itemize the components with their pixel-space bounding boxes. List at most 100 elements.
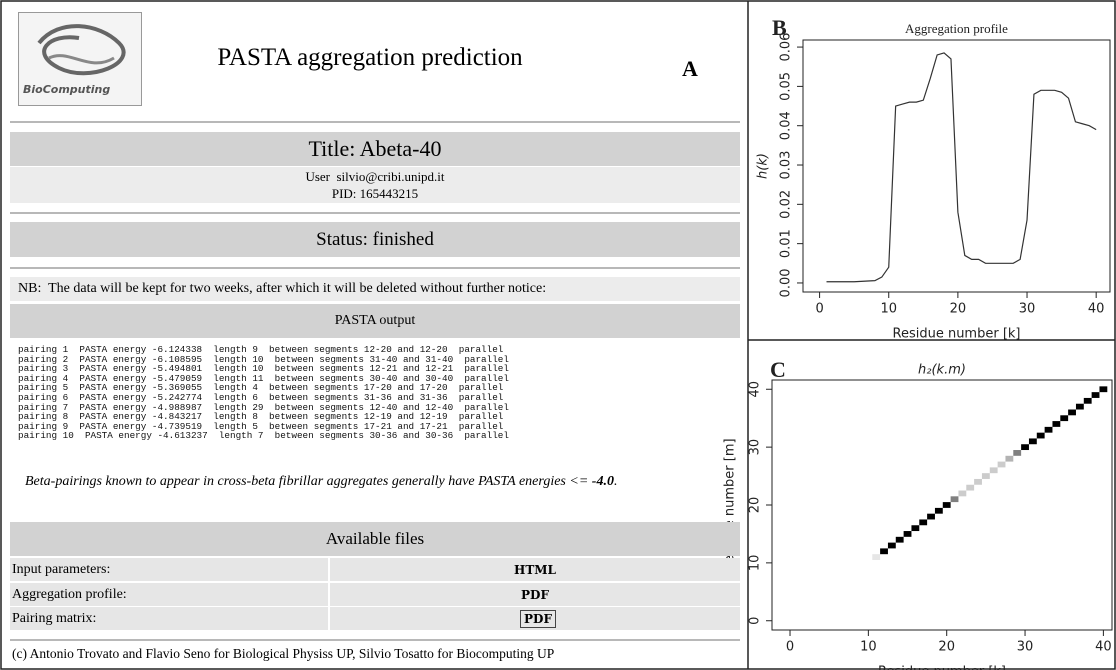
matrix-cell [989,467,998,474]
logo-ribbon [37,24,126,76]
job-info: User silvio@cribi.unipd.it PID: 16544321… [10,167,740,203]
logo-ribbon [48,54,115,65]
chart-title: h₂(k.m) [918,363,966,378]
status: Status: finished [10,222,740,257]
y-tick-label: 20 [748,497,763,514]
file-row: Input parameters: HTML [10,558,740,581]
output-line: pairing 7 PASTA energy -4.988987 length … [18,401,509,413]
output-line: pairing 9 PASTA energy -4.739519 length … [18,420,504,432]
column-divider [328,582,330,606]
panel-label: B [772,15,787,40]
x-axis-label: Residue number [k] [878,665,1006,670]
matrix-cell [942,502,951,508]
matrix-cell [895,536,904,543]
matrix-cell [1013,450,1022,456]
matrix-cell [997,461,1006,468]
matrix-cell [919,519,928,526]
file-link[interactable]: HTML [514,563,556,577]
x-tick-label: 30 [1017,640,1034,655]
matrix-cell [1060,415,1069,422]
column-divider [328,558,330,581]
files-header: Available files [10,522,740,556]
x-tick-label: 20 [938,640,955,655]
output-line: pairing 2 PASTA energy -6.108595 length … [18,353,509,365]
matrix-cell [1036,432,1045,439]
output-line: pairing 3 PASTA energy -5.494801 length … [18,363,509,375]
note-emphasis: -4.0 [591,474,614,489]
output-line: pairing 1 PASTA energy -6.124338 length … [18,344,504,355]
energy-note: Beta-pairings known to appear in cross-b… [18,458,617,490]
matrix-cell [872,554,881,560]
y-tick-label: 30 [748,439,763,456]
x-tick-label: 10 [880,302,897,317]
x-tick-label: 0 [815,302,823,317]
matrix-cell [880,548,888,555]
footer: (c) Antonio Trovato and Flavio Seno for … [12,646,555,661]
pid: PID: 165443215 [331,186,419,201]
file-name: Pairing matrix: [12,611,97,626]
separator [10,121,740,123]
matrix-cell [958,490,967,497]
job-title: Title: Abeta-40 [10,132,740,166]
y-tick-label: 0 [748,617,763,625]
matrix-cell [911,525,920,532]
logo-text: BioComputing [23,83,111,96]
matrix-cell [887,542,896,549]
page-heading: PASTA aggregation prediction [217,44,523,71]
y-tick-label: 0.05 [779,72,794,101]
notice: NB: The data will be kept for two weeks,… [10,277,740,301]
matrix-cell [903,531,912,537]
profile-line [826,52,1097,283]
matrix-cell [1075,403,1084,410]
matrix-cell [927,513,935,520]
pasta-output: pairing 1 PASTA energy -6.124338 length … [18,345,509,441]
logo-art [37,24,126,76]
file-name: Input parameters: [12,562,111,577]
x-tick-label: 0 [786,640,794,655]
note-text: Beta-pairings known to appear in cross-b… [25,474,592,489]
separator [10,639,740,641]
logo: BioComputing [18,12,142,106]
plot-frame [802,39,1111,293]
x-tick-label: 40 [1095,640,1112,655]
y-tick-label: 0.02 [779,190,794,219]
y-tick-label: 0.00 [779,268,794,297]
column-divider [328,607,330,630]
output-line: pairing 4 PASTA energy -5.479059 length … [18,372,509,384]
x-axis-label: Residue number [k] [893,327,1021,342]
x-tick-label: 10 [860,640,877,655]
note-end: . [613,474,618,489]
file-link[interactable]: PDF [520,610,556,628]
matrix-cell [1099,386,1108,393]
matrix-cell [1005,455,1014,462]
y-tick-label: 0.06 [779,33,794,62]
output-line: pairing 10 PASTA energy -4.613237 length… [18,430,509,442]
panel-label: C [770,357,786,382]
separator [10,212,740,214]
matrix-cell [981,473,990,479]
y-tick-label: 0.04 [779,111,794,140]
matrix-cell [1083,397,1092,404]
file-link[interactable]: PDF [521,587,549,602]
y-tick-label: 0.01 [779,229,794,258]
output-line: pairing 6 PASTA energy -5.242774 length … [18,391,504,403]
y-tick-label: 40 [748,381,763,398]
panel-label: A [682,56,698,81]
output-header: PASTA output [10,304,740,338]
matrix-cell [1068,409,1076,416]
y-tick-label: 0.03 [779,151,794,180]
y-tick-label: 10 [748,555,763,572]
user: User silvio@cribi.unipd.it [305,169,445,184]
chart-title: Aggregation profile [905,21,1008,36]
separator [10,267,740,269]
file-name: Aggregation profile: [12,586,127,602]
matrix-cell [1044,426,1053,433]
file-row: Aggregation profile: PDF [10,582,740,606]
matrix-cell [934,507,943,514]
matrix-cell [1021,444,1029,451]
matrix-cell [1028,438,1037,445]
output-line: pairing 8 PASTA energy -4.843217 length … [18,411,504,423]
matrix-cell [974,478,982,485]
matrix-cell [966,484,975,491]
